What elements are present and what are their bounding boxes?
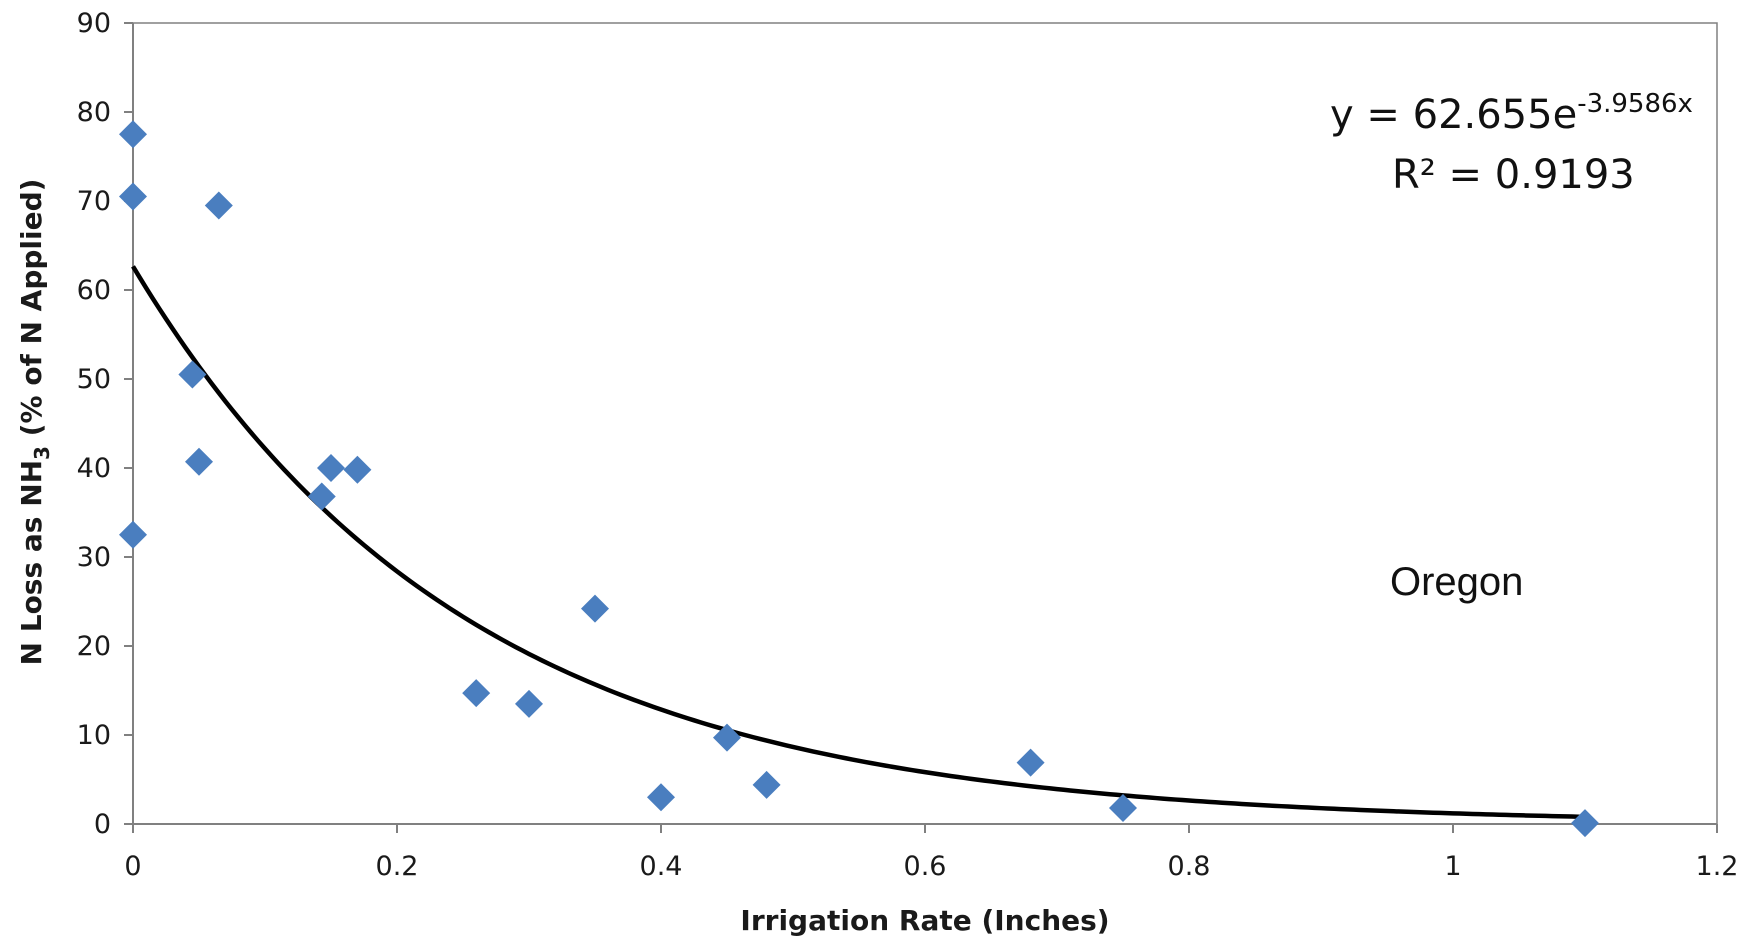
x-tick-label: 0.2 [376, 851, 419, 882]
plot-area-border [132, 22, 1718, 825]
data-point [307, 482, 336, 511]
x-tick-label: 0.6 [904, 851, 947, 882]
data-point [317, 454, 345, 482]
data-point [1109, 793, 1137, 822]
x-axis-ticks: 0 0.2 0.4 0.6 0.8 1 1.2 [124, 824, 1738, 882]
equation-exponent: -3.9586x [1577, 89, 1693, 119]
y-tick-label: 10 [77, 720, 111, 751]
x-tick-label: 0.8 [1168, 851, 1211, 882]
data-point [647, 783, 675, 812]
x-tick-label: 1.2 [1696, 851, 1739, 882]
data-point [178, 360, 207, 389]
y-tick-label: 20 [77, 631, 111, 662]
y-axis-title: N Loss as NH3 (% of N Applied) [15, 179, 54, 666]
y-tick-label: 80 [77, 97, 111, 128]
data-point [343, 455, 372, 484]
y-axis-title-subscript: 3 [30, 446, 54, 460]
region-label: Oregon [1390, 560, 1523, 604]
data-point [581, 594, 609, 623]
x-tick-label: 0 [124, 851, 141, 882]
x-tick-label: 0.4 [640, 851, 683, 882]
data-point [752, 770, 781, 799]
y-tick-label: 30 [77, 542, 111, 573]
trendline-layer [131, 265, 1586, 820]
y-tick-label: 50 [77, 364, 111, 395]
data-point [1016, 748, 1045, 777]
data-point [515, 689, 543, 718]
x-tick-label: 1 [1444, 851, 1461, 882]
data-point [119, 520, 147, 549]
y-axis-title-tail: (% of N Applied) [15, 179, 48, 446]
data-point [462, 679, 491, 708]
y-tick-label: 70 [77, 186, 111, 217]
x-axis-title: Irrigation Rate (Inches) [740, 904, 1109, 937]
equation-main: y = 62.655e [1330, 92, 1577, 138]
y-axis-title-main: N Loss as NH [15, 460, 48, 666]
data-point [119, 120, 147, 149]
r-squared-label: R² = 0.9193 [1392, 152, 1635, 198]
data-point [185, 447, 213, 476]
exponential-trendline [131, 265, 1586, 820]
y-axis-ticks: 0 10 20 30 40 50 60 70 80 90 [77, 8, 133, 840]
data-point [1571, 809, 1599, 838]
y-tick-label: 90 [77, 8, 111, 39]
data-point [204, 191, 233, 220]
data-points [119, 120, 1599, 838]
trendline-equation: y = 62.655e-3.9586x [1330, 89, 1693, 138]
y-tick-label: 0 [94, 809, 111, 840]
y-tick-label: 40 [77, 453, 111, 484]
data-point [119, 182, 147, 211]
y-tick-label: 60 [77, 275, 111, 306]
data-point [713, 723, 741, 752]
